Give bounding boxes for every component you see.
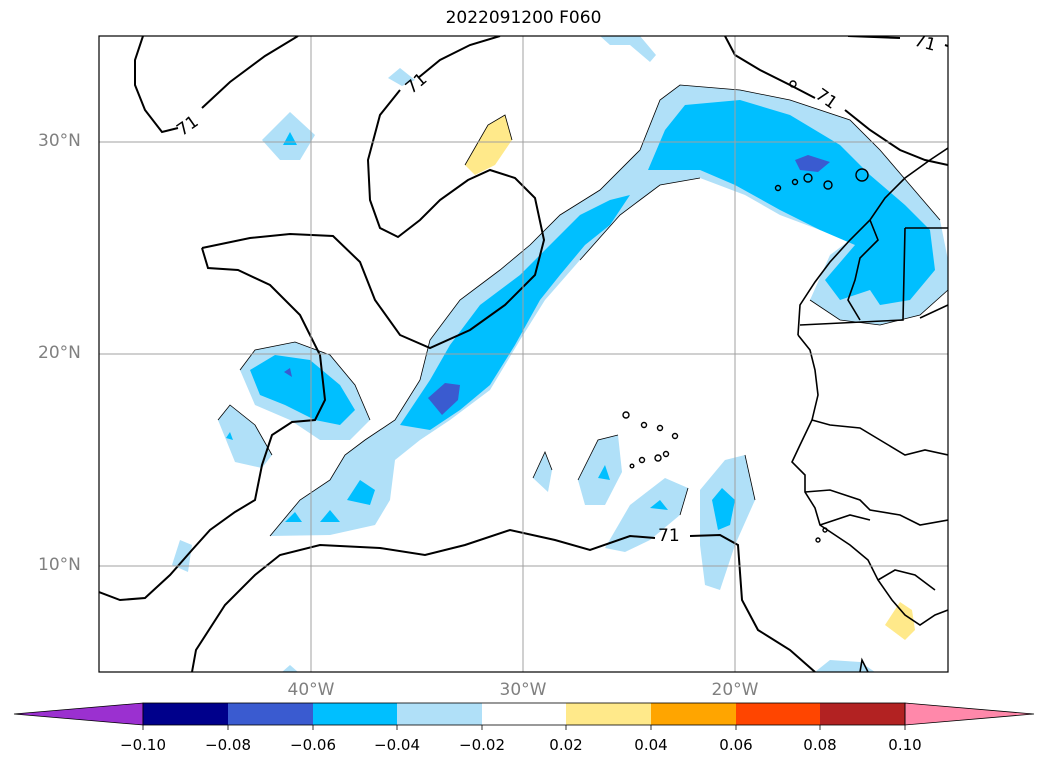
positive-regions bbox=[465, 115, 915, 640]
colorbar-tick-label: 0.04 bbox=[634, 736, 668, 754]
colorbar-extend-low bbox=[13, 702, 144, 726]
colorbar-bin bbox=[820, 703, 905, 725]
colorbar-extend-high bbox=[904, 702, 1035, 726]
lat-label: 20°N bbox=[38, 343, 81, 363]
coastlines bbox=[791, 147, 948, 672]
map-frame bbox=[98, 35, 949, 673]
colorbar-bin bbox=[651, 703, 736, 725]
map-title: 2022091200 F060 bbox=[445, 8, 602, 28]
colorbar-tick-label: 0.02 bbox=[549, 736, 583, 754]
contour-label: 71 bbox=[658, 526, 680, 546]
colorbar-tick-label: −0.04 bbox=[374, 736, 420, 754]
colorbar-tick-label: −0.10 bbox=[120, 736, 166, 754]
colorbar bbox=[13, 702, 1035, 730]
colorbar-bin bbox=[736, 703, 820, 725]
islands bbox=[622, 80, 869, 543]
lat-label: 10°N bbox=[38, 555, 81, 575]
lon-label: 30°W bbox=[499, 680, 547, 700]
colorbar-tick-label: −0.08 bbox=[205, 736, 251, 754]
colorbar-bin bbox=[313, 703, 397, 725]
colorbar-bin bbox=[143, 703, 228, 725]
contour-label: 71 bbox=[912, 31, 938, 56]
lat-label: 30°N bbox=[38, 131, 81, 151]
lon-label: 40°W bbox=[287, 680, 335, 700]
colorbar-tick-label: 0.08 bbox=[803, 736, 837, 754]
negative-strong-regions bbox=[284, 155, 830, 415]
gridlines bbox=[99, 36, 948, 672]
map-area: 71 71 71 71 71 bbox=[99, 31, 948, 672]
colorbar-tick-label: −0.02 bbox=[459, 736, 505, 754]
colorbar-bin bbox=[397, 703, 482, 725]
colorbar-bin bbox=[566, 703, 651, 725]
colorbar-tick-label: −0.06 bbox=[290, 736, 336, 754]
colorbar-tick-label: 0.06 bbox=[719, 736, 753, 754]
colorbar-bin bbox=[228, 703, 313, 725]
colorbar-tick-label: 0.10 bbox=[888, 736, 922, 754]
thin-contours bbox=[217, 84, 948, 537]
lon-label: 20°W bbox=[711, 680, 759, 700]
negative-mid-regions bbox=[226, 100, 935, 530]
height-contours bbox=[99, 36, 948, 672]
colorbar-bin bbox=[482, 703, 566, 725]
